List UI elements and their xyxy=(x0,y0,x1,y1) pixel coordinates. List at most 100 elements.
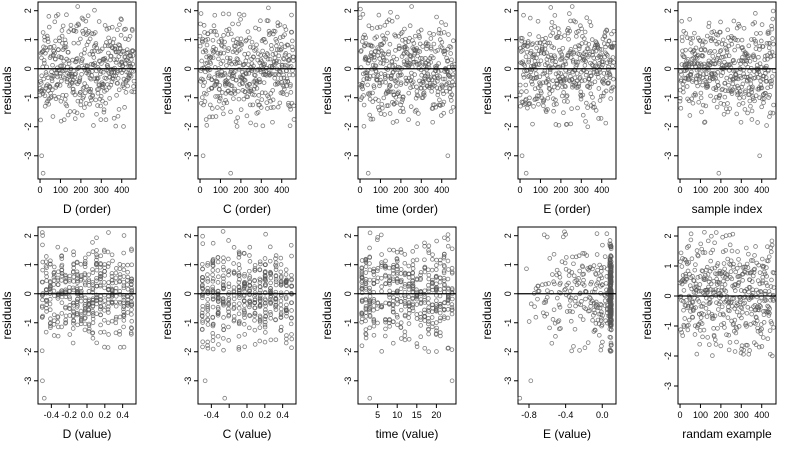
data-point xyxy=(379,304,385,310)
data-point xyxy=(449,307,455,313)
data-point xyxy=(566,36,571,42)
data-point xyxy=(688,237,694,243)
data-point xyxy=(44,254,49,259)
x-tick-label: 400 xyxy=(434,185,449,195)
data-point xyxy=(284,76,290,82)
data-point xyxy=(598,116,604,121)
data-point xyxy=(417,49,423,54)
data-point xyxy=(592,327,598,333)
data-point xyxy=(599,265,604,271)
data-point xyxy=(438,304,443,309)
data-point xyxy=(714,263,720,269)
data-point xyxy=(252,266,258,271)
data-point xyxy=(689,286,694,292)
data-point xyxy=(719,55,724,60)
data-point xyxy=(685,327,691,333)
data-point xyxy=(729,41,735,47)
data-point xyxy=(55,324,61,330)
data-point xyxy=(398,320,404,325)
data-point xyxy=(221,336,226,341)
data-point xyxy=(728,269,734,274)
data-point xyxy=(705,272,711,277)
data-point xyxy=(440,102,446,107)
data-point xyxy=(360,86,366,92)
data-point xyxy=(284,302,289,308)
data-point xyxy=(210,263,216,268)
data-point xyxy=(82,81,87,86)
data-point xyxy=(263,297,268,303)
data-point xyxy=(129,248,134,253)
data-point xyxy=(422,318,428,323)
data-point xyxy=(210,304,216,310)
data-point xyxy=(556,318,562,323)
data-point xyxy=(714,300,719,305)
data-point xyxy=(441,263,447,268)
data-point xyxy=(40,267,45,273)
data-point xyxy=(387,288,392,294)
data-point xyxy=(703,277,708,282)
data-point xyxy=(234,124,240,129)
data-point xyxy=(597,98,603,103)
data-point xyxy=(394,263,400,268)
data-point xyxy=(587,52,592,57)
data-point xyxy=(747,73,753,79)
data-point xyxy=(273,37,279,42)
data-point xyxy=(423,56,428,61)
data-point xyxy=(98,283,103,289)
data-point xyxy=(109,318,115,324)
data-point xyxy=(761,100,766,105)
data-point xyxy=(224,27,229,33)
data-point xyxy=(422,257,427,263)
y-tick-label: 2 xyxy=(23,8,33,13)
data-point xyxy=(746,43,752,49)
data-point xyxy=(283,307,289,313)
data-point xyxy=(221,273,226,279)
data-point xyxy=(541,98,547,104)
data-point xyxy=(739,57,744,63)
data-point xyxy=(690,299,696,305)
data-point xyxy=(693,45,699,51)
data-point xyxy=(387,82,393,88)
data-point xyxy=(573,19,578,25)
data-point xyxy=(757,270,763,275)
data-point xyxy=(91,48,97,54)
x-tick-label: 300 xyxy=(734,185,749,195)
data-point xyxy=(745,270,750,276)
data-point xyxy=(770,292,776,298)
y-tick-label: -2 xyxy=(183,348,193,356)
data-point xyxy=(769,238,775,244)
data-point xyxy=(213,94,218,99)
data-point xyxy=(288,90,294,95)
data-point xyxy=(367,74,373,79)
data-point xyxy=(90,308,95,314)
data-point xyxy=(565,99,570,104)
data-point xyxy=(200,344,205,350)
data-point xyxy=(40,297,45,303)
data-point xyxy=(117,329,122,334)
data-point xyxy=(756,307,762,313)
data-point xyxy=(736,324,742,329)
x-tick-label: 0.2 xyxy=(99,410,112,420)
data-point xyxy=(248,44,253,50)
data-point xyxy=(247,276,252,281)
data-point xyxy=(697,79,702,84)
data-point xyxy=(410,274,416,280)
data-point xyxy=(123,90,129,95)
data-point xyxy=(608,343,614,348)
data-point xyxy=(93,97,98,103)
y-tick-label: 0 xyxy=(183,291,193,296)
data-point xyxy=(387,63,392,69)
data-point xyxy=(737,89,743,94)
data-point xyxy=(106,230,111,235)
data-point xyxy=(200,153,206,159)
data-point xyxy=(215,312,221,318)
data-point xyxy=(257,276,263,282)
data-point xyxy=(67,306,73,311)
data-point xyxy=(710,353,715,358)
data-point xyxy=(574,34,579,39)
data-point xyxy=(441,307,447,312)
data-point xyxy=(376,98,381,103)
data-point xyxy=(553,334,558,339)
data-point xyxy=(715,261,721,266)
